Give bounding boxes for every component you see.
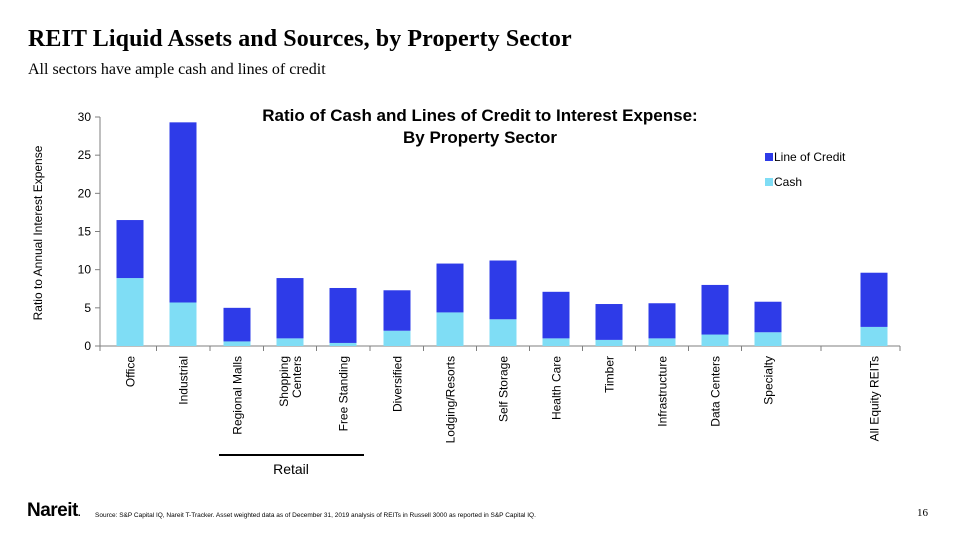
y-tick-label: 25	[78, 148, 92, 162]
x-tick-label-line: Industrial	[177, 356, 191, 405]
bar-cash	[169, 302, 197, 346]
x-tick-label: Timber	[603, 356, 617, 393]
x-tick-label-line: Lodging/Resorts	[444, 356, 458, 443]
y-tick-label: 20	[78, 186, 92, 200]
legend-label: Line of Credit	[774, 150, 846, 164]
bar-line-of-credit	[276, 278, 304, 339]
bar-cash	[436, 312, 464, 346]
bar-line-of-credit	[701, 284, 729, 335]
x-tick-label: Health Care	[550, 356, 564, 420]
bar-cash	[860, 326, 888, 346]
bar-line-of-credit	[489, 260, 517, 320]
x-tick-label: Industrial	[177, 356, 191, 405]
y-tick-label: 0	[84, 339, 91, 353]
x-axis-labels: Office Industrial Regional Malls Shopping Ce…	[124, 356, 882, 444]
bar-line-of-credit	[648, 303, 676, 339]
y-tick-label: 15	[78, 225, 92, 239]
bar-cash	[329, 342, 357, 346]
bars	[116, 122, 888, 346]
bar-line-of-credit	[754, 301, 782, 333]
bar-cash	[754, 332, 782, 346]
logo-mark: .	[77, 508, 81, 519]
bar-line-of-credit	[436, 263, 464, 313]
bar-line-of-credit	[223, 307, 251, 342]
x-tick-label: Specialty	[762, 356, 776, 405]
x-tick-label-line: Specialty	[762, 356, 776, 405]
bar-cash	[595, 339, 623, 346]
x-tick-label-line: Office	[124, 356, 138, 387]
bar-line-of-credit	[329, 287, 357, 343]
x-tick-label-line: Timber	[603, 356, 617, 393]
legend-swatch	[765, 178, 773, 186]
x-tick-label-line: Health Care	[550, 356, 564, 420]
x-tick-label-line: All Equity REITs	[868, 356, 882, 441]
bar-line-of-credit	[169, 122, 197, 303]
x-tick-label: Shopping Centers	[277, 356, 304, 407]
bar-line-of-credit	[595, 304, 623, 340]
retail-group-label: Retail	[273, 461, 309, 477]
x-tick-label: Infrastructure	[656, 356, 670, 427]
bar-cash	[489, 319, 517, 346]
nareit-logo: Nareit.	[27, 500, 81, 522]
x-tick-label: Office	[124, 356, 138, 387]
x-tick-label: Data Centers	[709, 356, 723, 427]
bar-line-of-credit	[860, 272, 888, 327]
bar-line-of-credit	[116, 220, 144, 279]
bar-cash	[542, 338, 570, 346]
x-tick-label-line: Diversified	[391, 356, 405, 412]
x-tick-label-line: Regional Malls	[231, 356, 245, 435]
bar-cash	[223, 341, 251, 346]
bar-cash	[116, 278, 144, 346]
bar-line-of-credit	[542, 291, 570, 339]
x-tick-label: Free Standing	[337, 356, 351, 431]
x-tick-label-line: Self Storage	[497, 356, 511, 422]
x-tick-label-line: Shopping	[277, 356, 291, 407]
chart-subtitle: By Property Sector	[403, 128, 557, 147]
x-tick-label: Diversified	[391, 356, 405, 412]
x-tick-label: Regional Malls	[231, 356, 245, 435]
x-tick-label-line: Centers	[290, 356, 304, 398]
chart-title: Ratio of Cash and Lines of Credit to Int…	[262, 106, 697, 125]
bar-cash	[383, 330, 411, 346]
y-tick-label: 5	[84, 301, 91, 315]
x-tick-label-line: Free Standing	[337, 356, 351, 431]
source-note: Source: S&P Capital IQ, Nareit T-Tracker…	[95, 512, 536, 519]
bar-line-of-credit	[383, 290, 411, 331]
legend-swatch	[765, 153, 773, 161]
slide-subtitle: All sectors have ample cash and lines of…	[28, 61, 326, 78]
y-axis-label: Ratio to Annual Interest Expense	[31, 145, 45, 320]
legend-label: Cash	[774, 175, 802, 189]
x-tick-label-line: Infrastructure	[656, 356, 670, 427]
x-tick-label: Lodging/Resorts	[444, 356, 458, 443]
x-tick-label: Self Storage	[497, 356, 511, 422]
legend: Line of Credit Cash	[765, 150, 846, 189]
y-tick-label: 10	[78, 263, 92, 277]
bar-cash	[701, 334, 729, 346]
x-tick-label: All Equity REITs	[868, 356, 882, 441]
bar-cash	[276, 338, 304, 346]
slide-title: REIT Liquid Assets and Sources, by Prope…	[28, 26, 572, 52]
x-tick-label-line: Data Centers	[709, 356, 723, 427]
bar-cash	[648, 338, 676, 346]
page-number: 16	[917, 507, 928, 519]
logo-text: Nareit	[27, 500, 78, 521]
y-tick-label: 30	[78, 110, 92, 124]
